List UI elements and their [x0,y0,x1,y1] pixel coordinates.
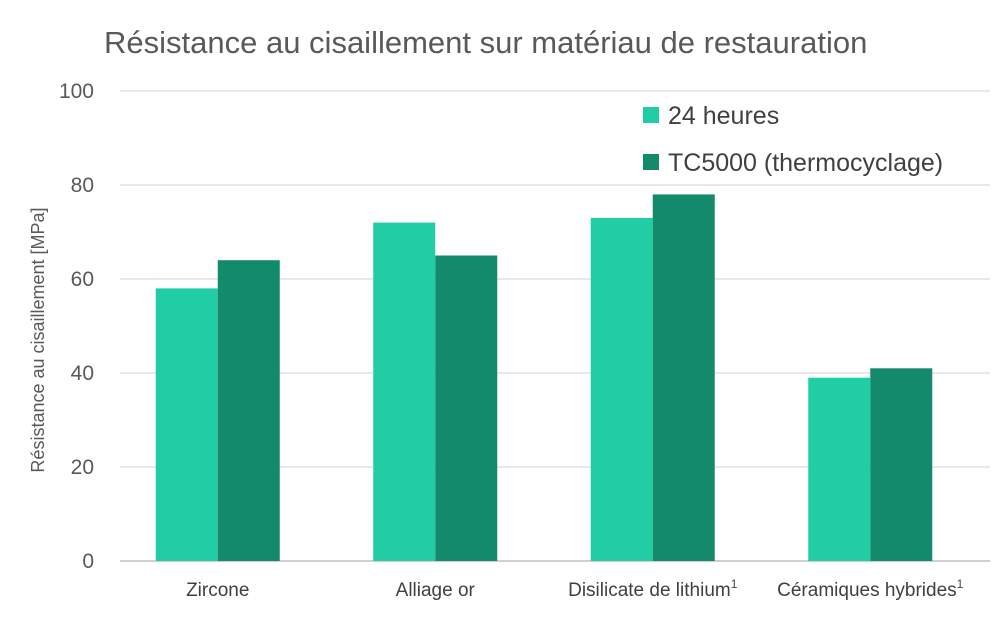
category-labels: Zircone Alliage or Disilicate de lithium1 C… [186,577,964,601]
legend-swatch-2 [643,154,659,170]
legend: 24 heures TC5000 (thermocyclage) [643,102,943,177]
y-tick-label-80: 80 [71,174,94,197]
legend-label-2: TC5000 (thermocyclage) [668,149,943,177]
bar-1-4 [808,377,871,561]
bar-1-2 [373,222,436,561]
legend-swatch-1 [643,107,659,123]
bars-layer [155,194,933,561]
y-tick-label-60: 60 [71,268,94,291]
category-label-2: Alliage or [396,580,476,601]
bar-1-3 [590,217,653,561]
y-tick-label-100: 100 [59,80,94,103]
category-label-1: Zircone [186,580,249,601]
bar-2-2 [435,255,498,561]
y-tick-label-40: 40 [71,362,94,385]
y-tick-label-20: 20 [71,456,94,479]
bar-2-1 [217,260,280,561]
legend-label-1: 24 heures [668,102,779,130]
bar-1-1 [155,288,218,561]
bar-2-3 [652,194,715,561]
category-label-4: Céramiques hybrides1 [777,577,964,601]
category-label-3: Disilicate de lithium1 [568,577,738,601]
y-tick-label-0: 0 [82,550,94,573]
y-axis-label: Résistance au cisaillement [MPa] [28,207,48,472]
chart-title: Résistance au cisaillement sur matériau … [104,25,867,60]
bar-2-4 [870,368,933,561]
